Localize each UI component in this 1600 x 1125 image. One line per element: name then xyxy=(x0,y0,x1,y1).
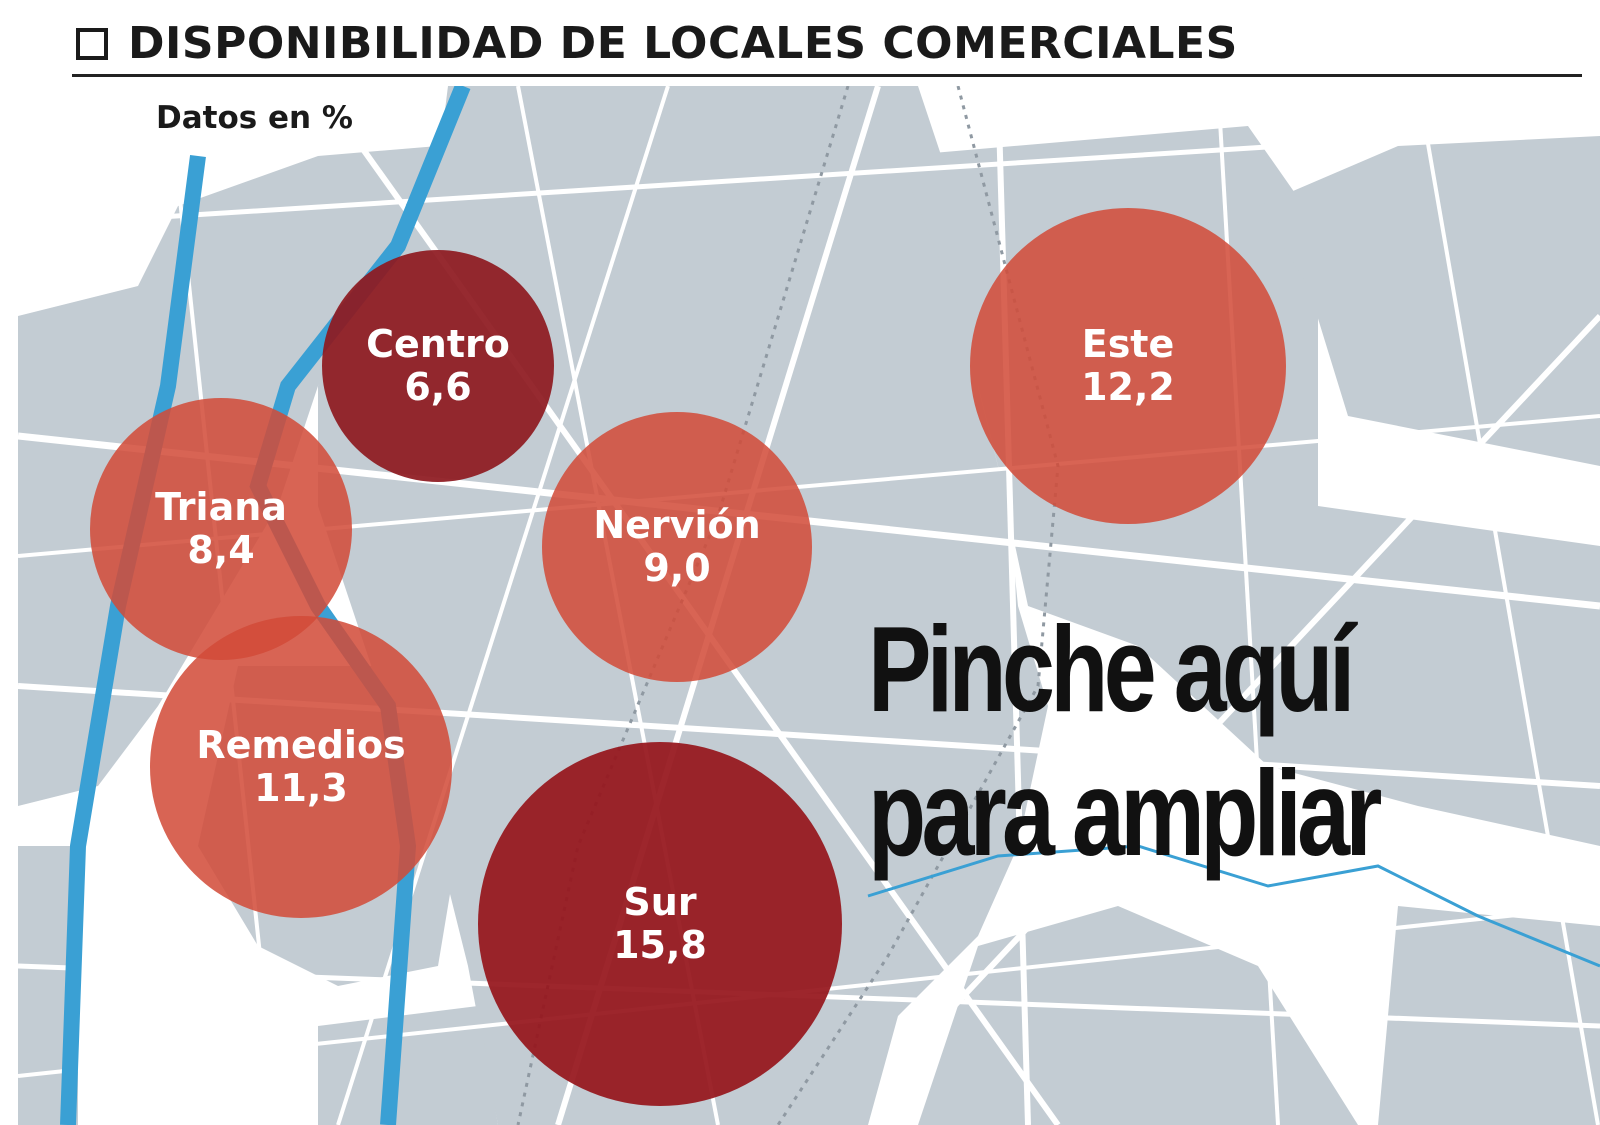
page-title: DISPONIBILIDAD DE LOCALES COMERCIALES xyxy=(128,18,1238,69)
zone-value: 12,2 xyxy=(1081,365,1175,409)
zone-remedios[interactable]: Remedios 11,3 xyxy=(150,616,452,918)
zone-name: Triana xyxy=(155,485,287,530)
zone-value: 9,0 xyxy=(643,546,711,590)
chart-header: DISPONIBILIDAD DE LOCALES COMERCIALES xyxy=(72,12,1582,77)
checkbox-square-icon xyxy=(76,28,108,60)
zone-value: 6,6 xyxy=(404,365,472,409)
zone-name: Este xyxy=(1081,322,1175,367)
zone-name: Nervión xyxy=(593,503,761,548)
zone-value: 11,3 xyxy=(254,766,348,810)
unit-label: Datos en % xyxy=(138,98,371,138)
enlarge-link[interactable]: Pinche aquí para ampliar xyxy=(868,598,1398,886)
zone-name: Centro xyxy=(366,322,510,367)
zone-name: Remedios xyxy=(196,723,406,768)
zone-centro[interactable]: Centro 6,6 xyxy=(322,250,554,482)
zone-nervion[interactable]: Nervión 9,0 xyxy=(542,412,812,682)
zone-value: 8,4 xyxy=(187,528,255,572)
zone-name: Sur xyxy=(623,880,697,925)
enlarge-link-line1: Pinche aquí xyxy=(868,601,1355,737)
enlarge-link-line2: para ampliar xyxy=(868,744,1382,881)
zone-sur[interactable]: Sur 15,8 xyxy=(478,742,842,1106)
zone-este[interactable]: Este 12,2 xyxy=(970,208,1286,524)
zone-value: 15,8 xyxy=(613,923,707,967)
